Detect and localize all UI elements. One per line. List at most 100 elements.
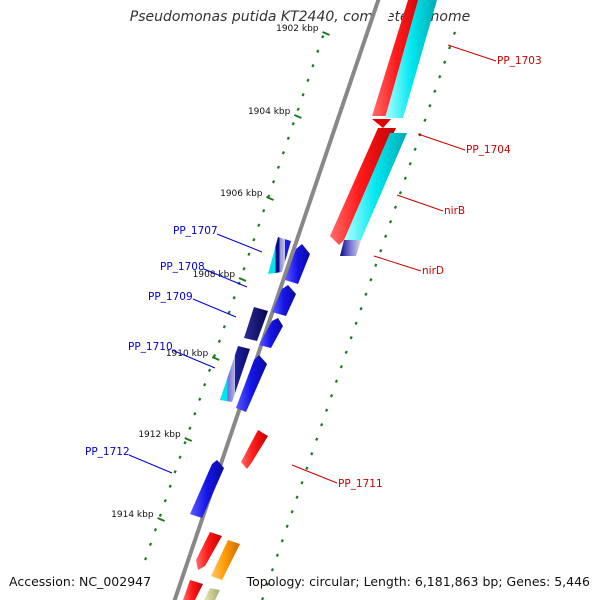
label-pp1712[interactable]: PP_1712 bbox=[85, 446, 130, 458]
inner-scale-dot bbox=[252, 238, 256, 242]
label-pp1703[interactable]: PP_1703 bbox=[497, 55, 542, 67]
outer-scale-dot bbox=[413, 147, 417, 151]
inner-scale-dot bbox=[183, 441, 187, 445]
outer-scale-dot bbox=[285, 524, 289, 528]
scale-ticks bbox=[144, 31, 457, 600]
inner-scale-dot bbox=[168, 484, 172, 488]
outer-scale-dot bbox=[315, 437, 319, 441]
outer-scale-dot bbox=[310, 452, 314, 456]
gene-pp1709-b[interactable] bbox=[259, 318, 283, 348]
outer-scale-dot bbox=[374, 263, 378, 267]
inner-scale-dot bbox=[217, 339, 222, 343]
tick-label: 1910 kbp bbox=[166, 349, 209, 359]
outer-scale-dot bbox=[265, 582, 270, 586]
tick-label: 1912 kbp bbox=[138, 430, 181, 440]
major-tick bbox=[266, 196, 274, 201]
outer-scale-dot bbox=[438, 75, 442, 79]
gene-pp1712[interactable] bbox=[190, 460, 224, 518]
outer-scale-dot bbox=[428, 104, 432, 108]
gene-pp1711[interactable] bbox=[241, 430, 268, 469]
label-pp1707[interactable]: PP_1707 bbox=[173, 225, 218, 237]
outer-scale-dot bbox=[324, 408, 329, 412]
label-nird[interactable]: nirD bbox=[422, 265, 444, 277]
inner-scale-dot bbox=[222, 325, 226, 329]
gene-nirb-2[interactable] bbox=[344, 133, 407, 240]
tick-label: 1902 kbp bbox=[276, 24, 319, 34]
outer-scale-dot bbox=[354, 321, 358, 325]
label-pp1709[interactable]: PP_1709 bbox=[148, 291, 193, 303]
inner-scale-dot bbox=[198, 397, 202, 401]
outer-scale-dot bbox=[290, 510, 294, 514]
forward-strand-genes bbox=[183, 0, 437, 600]
tick-label: 1908 kbp bbox=[193, 270, 236, 280]
outer-scale-dot bbox=[270, 568, 275, 572]
gene-callouts: PP_1703 PP_1704 nirB nirD PP_1711 PP_170… bbox=[85, 44, 542, 490]
major-tick bbox=[157, 517, 165, 522]
inner-scale-dot bbox=[281, 151, 285, 155]
inner-scale-dot bbox=[276, 165, 281, 169]
label-pp1708[interactable]: PP_1708 bbox=[160, 261, 205, 273]
gene-pp1704[interactable] bbox=[330, 128, 396, 245]
gene-pp1709-blue[interactable] bbox=[272, 285, 296, 316]
label-pp1710[interactable]: PP_1710 bbox=[128, 341, 173, 353]
outer-scale-dot bbox=[359, 307, 363, 311]
outer-scale-dot bbox=[423, 118, 427, 122]
gene-nirb[interactable] bbox=[385, 0, 437, 118]
inner-scale-dot bbox=[227, 310, 231, 314]
outer-scale-dot bbox=[384, 234, 388, 238]
outer-scale-dot bbox=[408, 162, 412, 166]
gene-red-lower[interactable] bbox=[196, 532, 222, 570]
tick-label: 1906 kbp bbox=[220, 189, 263, 199]
outer-scale-dot bbox=[344, 350, 348, 354]
outer-scale-dot bbox=[320, 423, 324, 427]
outer-scale-dot bbox=[448, 46, 452, 50]
inner-scale-dot bbox=[296, 107, 300, 111]
inner-scale-dot bbox=[306, 78, 310, 82]
gene-red-bottom[interactable] bbox=[183, 580, 203, 600]
gene-pp1704-head[interactable] bbox=[372, 119, 391, 128]
gene-nird[interactable] bbox=[340, 240, 361, 256]
inner-scale-dot bbox=[301, 93, 305, 97]
inner-scale-dot bbox=[271, 180, 276, 184]
gene-pp1707[interactable] bbox=[268, 237, 291, 274]
inner-scale-dot bbox=[144, 557, 148, 561]
gene-olive[interactable] bbox=[204, 588, 220, 600]
outer-scale-dot bbox=[452, 31, 457, 35]
outer-scale-dot bbox=[275, 553, 279, 557]
outer-scale-dot bbox=[379, 249, 383, 253]
major-tick bbox=[184, 437, 193, 442]
topology-text: Topology: circular; Length: 6,181,863 bp… bbox=[246, 574, 590, 589]
inner-scale-dot bbox=[321, 35, 325, 39]
outer-scale-dot bbox=[433, 89, 437, 93]
outer-scale-dot bbox=[369, 278, 373, 282]
inner-scale-dot bbox=[316, 49, 320, 53]
gene-pp1710[interactable] bbox=[220, 346, 250, 402]
inner-scale-dot bbox=[203, 383, 207, 387]
outer-scale-dot bbox=[280, 539, 284, 543]
label-pp1711[interactable]: PP_1711 bbox=[338, 478, 383, 490]
inner-scale-dot bbox=[247, 252, 251, 256]
inner-scale-dot bbox=[173, 470, 177, 474]
inner-scale-dot bbox=[232, 296, 236, 300]
outer-scale-dot bbox=[393, 205, 398, 209]
accession-text: Accession: NC_002947 bbox=[9, 574, 152, 589]
inner-scale-dot bbox=[262, 209, 266, 213]
major-tick bbox=[322, 31, 330, 36]
major-tick bbox=[238, 277, 247, 282]
inner-scale-dot bbox=[207, 368, 212, 372]
gene-pp1710-b[interactable] bbox=[236, 355, 267, 412]
inner-scale-dot bbox=[242, 267, 246, 271]
inner-scale-dot bbox=[311, 64, 315, 68]
label-pp1704[interactable]: PP_1704 bbox=[466, 144, 511, 156]
outer-scale-dot bbox=[329, 394, 334, 398]
gene-orange[interactable] bbox=[211, 540, 240, 580]
inner-scale-dot bbox=[163, 499, 167, 503]
inner-scale-dot bbox=[193, 412, 197, 416]
reverse-strand-genes bbox=[190, 237, 310, 518]
outer-scale-dot bbox=[398, 191, 402, 195]
gene-pp1708[interactable] bbox=[285, 244, 310, 284]
gene-pp1709-navy[interactable] bbox=[244, 307, 268, 341]
label-nirb[interactable]: nirB bbox=[444, 205, 465, 217]
